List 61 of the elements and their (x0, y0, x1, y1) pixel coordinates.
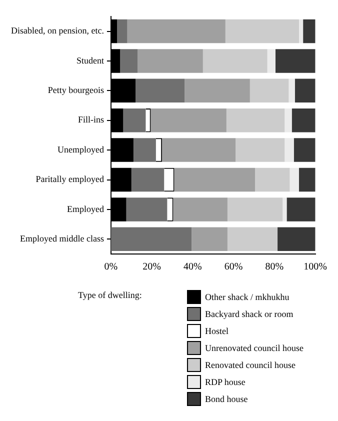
y-tick-label: Unemployed (57, 144, 104, 154)
legend-label: Hostel (205, 326, 228, 336)
bar (184, 78, 250, 103)
bar (138, 49, 203, 73)
bar (110, 227, 192, 252)
y-tick-label: Student (76, 55, 104, 66)
y-tick-label: Employed middle class (20, 234, 104, 244)
bar (226, 108, 285, 132)
x-tick-label: 20% (142, 262, 162, 273)
bar (173, 198, 228, 222)
bar (127, 19, 226, 44)
bar (227, 198, 283, 222)
y-tick-label: Petty bourgeois (48, 85, 104, 96)
x-tick-label: 80% (265, 262, 284, 273)
y-tick-label: Disabled, on pension, etc. (10, 26, 104, 36)
bar (225, 19, 299, 44)
bar (286, 198, 316, 222)
bar (131, 168, 164, 192)
bar (288, 78, 295, 103)
bar (120, 49, 138, 73)
legend-label: Renovated council house (205, 360, 296, 370)
x-tick-label: 40% (184, 262, 202, 273)
bar (294, 138, 316, 162)
bar (202, 49, 268, 73)
bar (298, 168, 316, 192)
bar (292, 108, 316, 132)
bar (123, 108, 146, 132)
x-tick-label: 60% (224, 262, 243, 273)
bar (284, 138, 294, 162)
bar (117, 19, 128, 44)
bar (192, 227, 228, 252)
bar (136, 78, 185, 103)
bar (250, 78, 289, 103)
bar (267, 49, 276, 73)
legend-label: Unrenovated council house (205, 342, 304, 352)
legend-label: Backyard shack or room (205, 308, 294, 318)
bar (303, 19, 316, 44)
bar (150, 108, 226, 132)
bar (255, 168, 290, 192)
legend-title: Type of dwelling: (77, 289, 143, 302)
bar (290, 168, 299, 192)
bar (282, 198, 287, 222)
y-tick-label: Employed (66, 204, 104, 214)
y-tick-label: Fill-ins (78, 114, 104, 125)
bar (275, 49, 316, 73)
y-tick-label: Paritally employed (36, 174, 104, 184)
bar (162, 138, 236, 162)
bar (227, 227, 278, 252)
bar (174, 168, 256, 192)
legend-label: Other shack / mkhukhu (205, 292, 290, 302)
bar (133, 138, 156, 162)
legend-label: Bond house (205, 394, 248, 404)
legend-label: RDP house (205, 376, 246, 386)
bar (278, 227, 316, 252)
x-tick-label: 100% (304, 262, 328, 273)
bar (236, 138, 285, 162)
bar (126, 198, 168, 222)
x-tick-label: 0% (104, 262, 118, 273)
bar (284, 108, 292, 132)
bar (298, 19, 304, 44)
bar (294, 78, 316, 103)
